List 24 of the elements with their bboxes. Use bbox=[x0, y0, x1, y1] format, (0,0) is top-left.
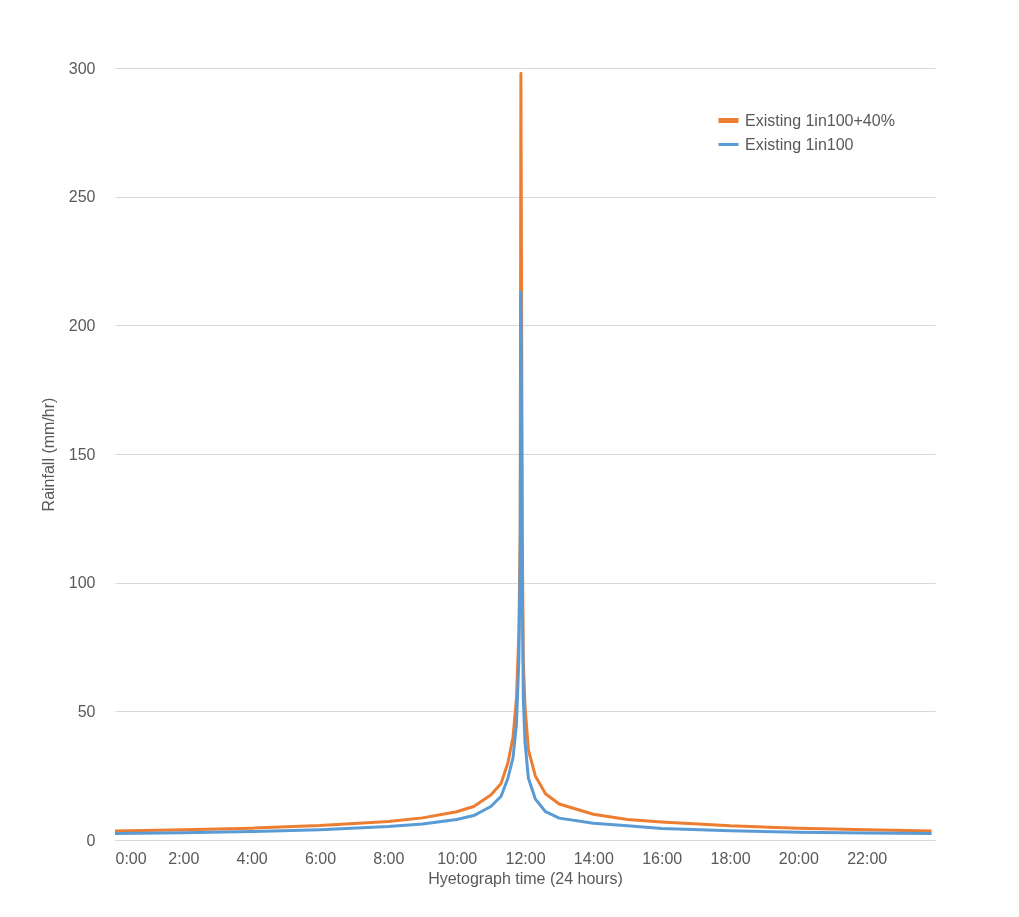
x-tick-label: 0:00 bbox=[115, 849, 147, 867]
x-tick-label: 12:00 bbox=[505, 849, 546, 867]
line-series bbox=[115, 290, 934, 836]
x-tick-label: 8:00 bbox=[373, 849, 405, 867]
x-tick-label: 22:00 bbox=[847, 849, 888, 867]
legend-label: Existing 1in100+40% bbox=[745, 111, 895, 129]
legend-label: Existing 1in100 bbox=[745, 135, 854, 153]
x-tick-label: 2:00 bbox=[168, 849, 200, 867]
x-tick-label: 18:00 bbox=[710, 849, 751, 867]
y-tick-label: 200 bbox=[68, 316, 96, 334]
y-tick-label: 0 bbox=[86, 831, 96, 849]
y-tick-label: 150 bbox=[68, 445, 96, 463]
x-tick-label: 14:00 bbox=[573, 849, 614, 867]
x-tick-label: 10:00 bbox=[437, 849, 478, 867]
x-tick-label: 16:00 bbox=[642, 849, 683, 867]
x-tick-label: 6:00 bbox=[304, 849, 337, 867]
x-axis-title: Hyetograph time (24 hours) bbox=[428, 869, 623, 887]
x-tick-label: 20:00 bbox=[778, 849, 819, 867]
y-tick-label: 100 bbox=[68, 574, 96, 592]
y-tick-label: 300 bbox=[68, 59, 96, 77]
x-tick-label: 4:00 bbox=[236, 849, 268, 867]
y-tick-label: 50 bbox=[77, 702, 96, 720]
y-tick-label: 250 bbox=[68, 188, 96, 206]
y-axis-title: Rainfall (mm/hr) bbox=[39, 397, 57, 512]
